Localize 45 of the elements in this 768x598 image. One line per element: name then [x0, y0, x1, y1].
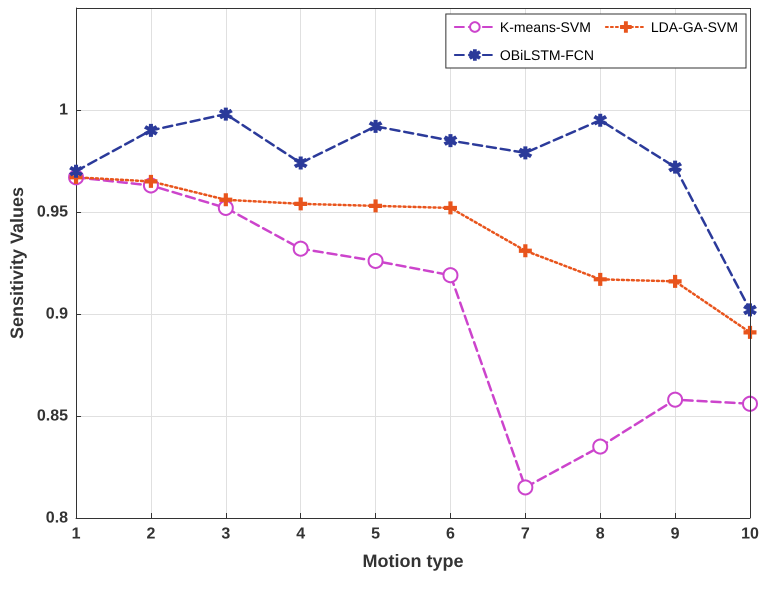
- point: [444, 134, 457, 148]
- point: [744, 303, 756, 316]
- y-tick-label: 1: [59, 102, 68, 118]
- point: [144, 124, 158, 137]
- y-tick-label: 0.95: [36, 204, 68, 220]
- x-tick-label: 2: [146, 526, 156, 542]
- point: [742, 396, 758, 412]
- point: [667, 392, 684, 408]
- legend-label: K-means-SVM: [500, 19, 591, 35]
- point: [592, 438, 608, 455]
- point: [369, 199, 382, 212]
- legend-label: LDA-GA-SVM: [650, 19, 738, 35]
- point: [369, 120, 382, 133]
- x-tick-label: 4: [296, 526, 306, 542]
- x-tick-label: 5: [371, 526, 380, 542]
- x-tick-label: 3: [221, 526, 230, 542]
- point: [219, 108, 232, 121]
- point: [594, 272, 607, 286]
- point: [668, 274, 682, 288]
- point: [444, 201, 457, 214]
- point: [144, 174, 158, 188]
- x-tick-label: 9: [670, 526, 680, 542]
- y-tick-label: 0.85: [36, 408, 68, 424]
- point: [294, 197, 308, 210]
- y-tick-label: 0.8: [46, 510, 68, 526]
- point: [668, 160, 682, 174]
- x-tick-label: 7: [520, 526, 530, 542]
- point: [292, 240, 309, 257]
- point: [368, 252, 384, 269]
- point: [594, 114, 607, 127]
- point: [518, 244, 532, 258]
- x-tick-label: 8: [596, 526, 605, 542]
- legend-label: OBiLSTM-FCN: [500, 47, 594, 63]
- x-tick-label: 6: [446, 526, 456, 542]
- y-axis-title: Sensitivity Values: [7, 186, 27, 340]
- point: [219, 193, 232, 206]
- point: [442, 267, 458, 284]
- y-tick-label: 0.9: [46, 306, 68, 322]
- point: [294, 156, 308, 170]
- point: [518, 146, 532, 160]
- point: [70, 164, 83, 178]
- x-axis-title: Motion type: [362, 551, 464, 571]
- point: [517, 479, 534, 496]
- x-tick-label: 1: [72, 526, 81, 542]
- x-tick-label: 10: [741, 526, 759, 542]
